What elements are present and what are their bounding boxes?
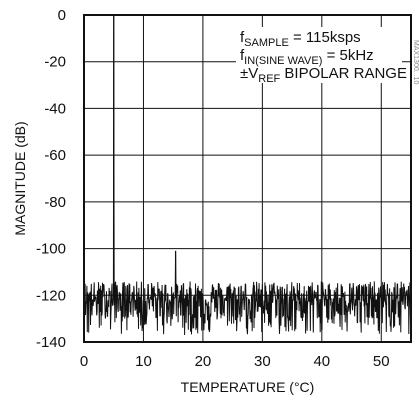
x-tick-label: 20 [195, 353, 212, 370]
side-note: MAX1300...10 [412, 40, 419, 84]
y-tick-label: 0 [58, 7, 66, 24]
y-tick-labels: 0 -20 -40 -60 -80 -100 -120 -140 [36, 7, 66, 351]
x-tick-label: 40 [313, 353, 330, 370]
annotation: fSAMPLE = 115ksps fIN(SINE WAVE) = 5kHz … [240, 29, 407, 85]
spectrum-line [83, 14, 412, 336]
annotation-input-frequency: fIN(SINE WAVE) = 5kHz [240, 47, 374, 67]
y-tick-label: -80 [44, 194, 66, 211]
annotation-background [236, 27, 402, 83]
y-tick-label: -100 [36, 241, 66, 258]
y-tick-label: -60 [44, 147, 66, 164]
annotation-range: ±VREF BIPOLAR RANGE [240, 65, 407, 85]
spectrum-trace [83, 14, 412, 336]
y-axis-title: MAGNITUDE (dB) [12, 121, 28, 235]
x-tick-label: 30 [254, 353, 271, 370]
x-tick-label: 10 [135, 353, 152, 370]
x-tick-label: 0 [80, 353, 88, 370]
y-tick-label: -20 [44, 54, 66, 71]
x-axis-title: TEMPERATURE (°C) [181, 379, 315, 395]
y-tick-label: -120 [36, 287, 66, 304]
annotation-sample-rate: fSAMPLE = 115ksps [240, 29, 361, 49]
x-tick-labels: 0 10 20 30 40 50 [80, 353, 390, 370]
x-tick-label: 50 [373, 353, 390, 370]
plot-frame [83, 14, 412, 343]
y-tick-label: -40 [44, 100, 66, 117]
y-tick-label: -140 [36, 334, 66, 351]
